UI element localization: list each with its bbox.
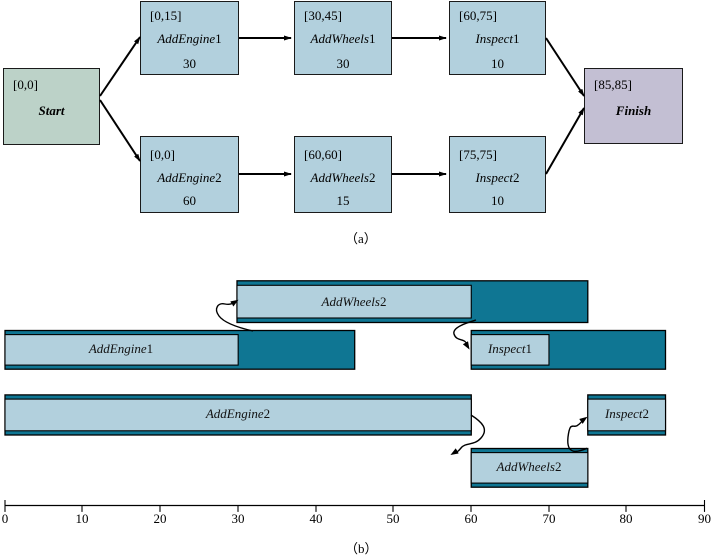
svg-text:70: 70 — [543, 511, 556, 526]
svg-text:10: 10 — [76, 511, 89, 526]
svg-text:90: 90 — [698, 511, 711, 526]
svg-text:40: 40 — [310, 511, 323, 526]
svg-text:0: 0 — [2, 511, 9, 526]
svg-text:50: 50 — [387, 511, 400, 526]
svg-text:60: 60 — [465, 511, 478, 526]
svg-text:30: 30 — [232, 511, 245, 526]
svg-text:20: 20 — [154, 511, 167, 526]
svg-text:80: 80 — [620, 511, 633, 526]
